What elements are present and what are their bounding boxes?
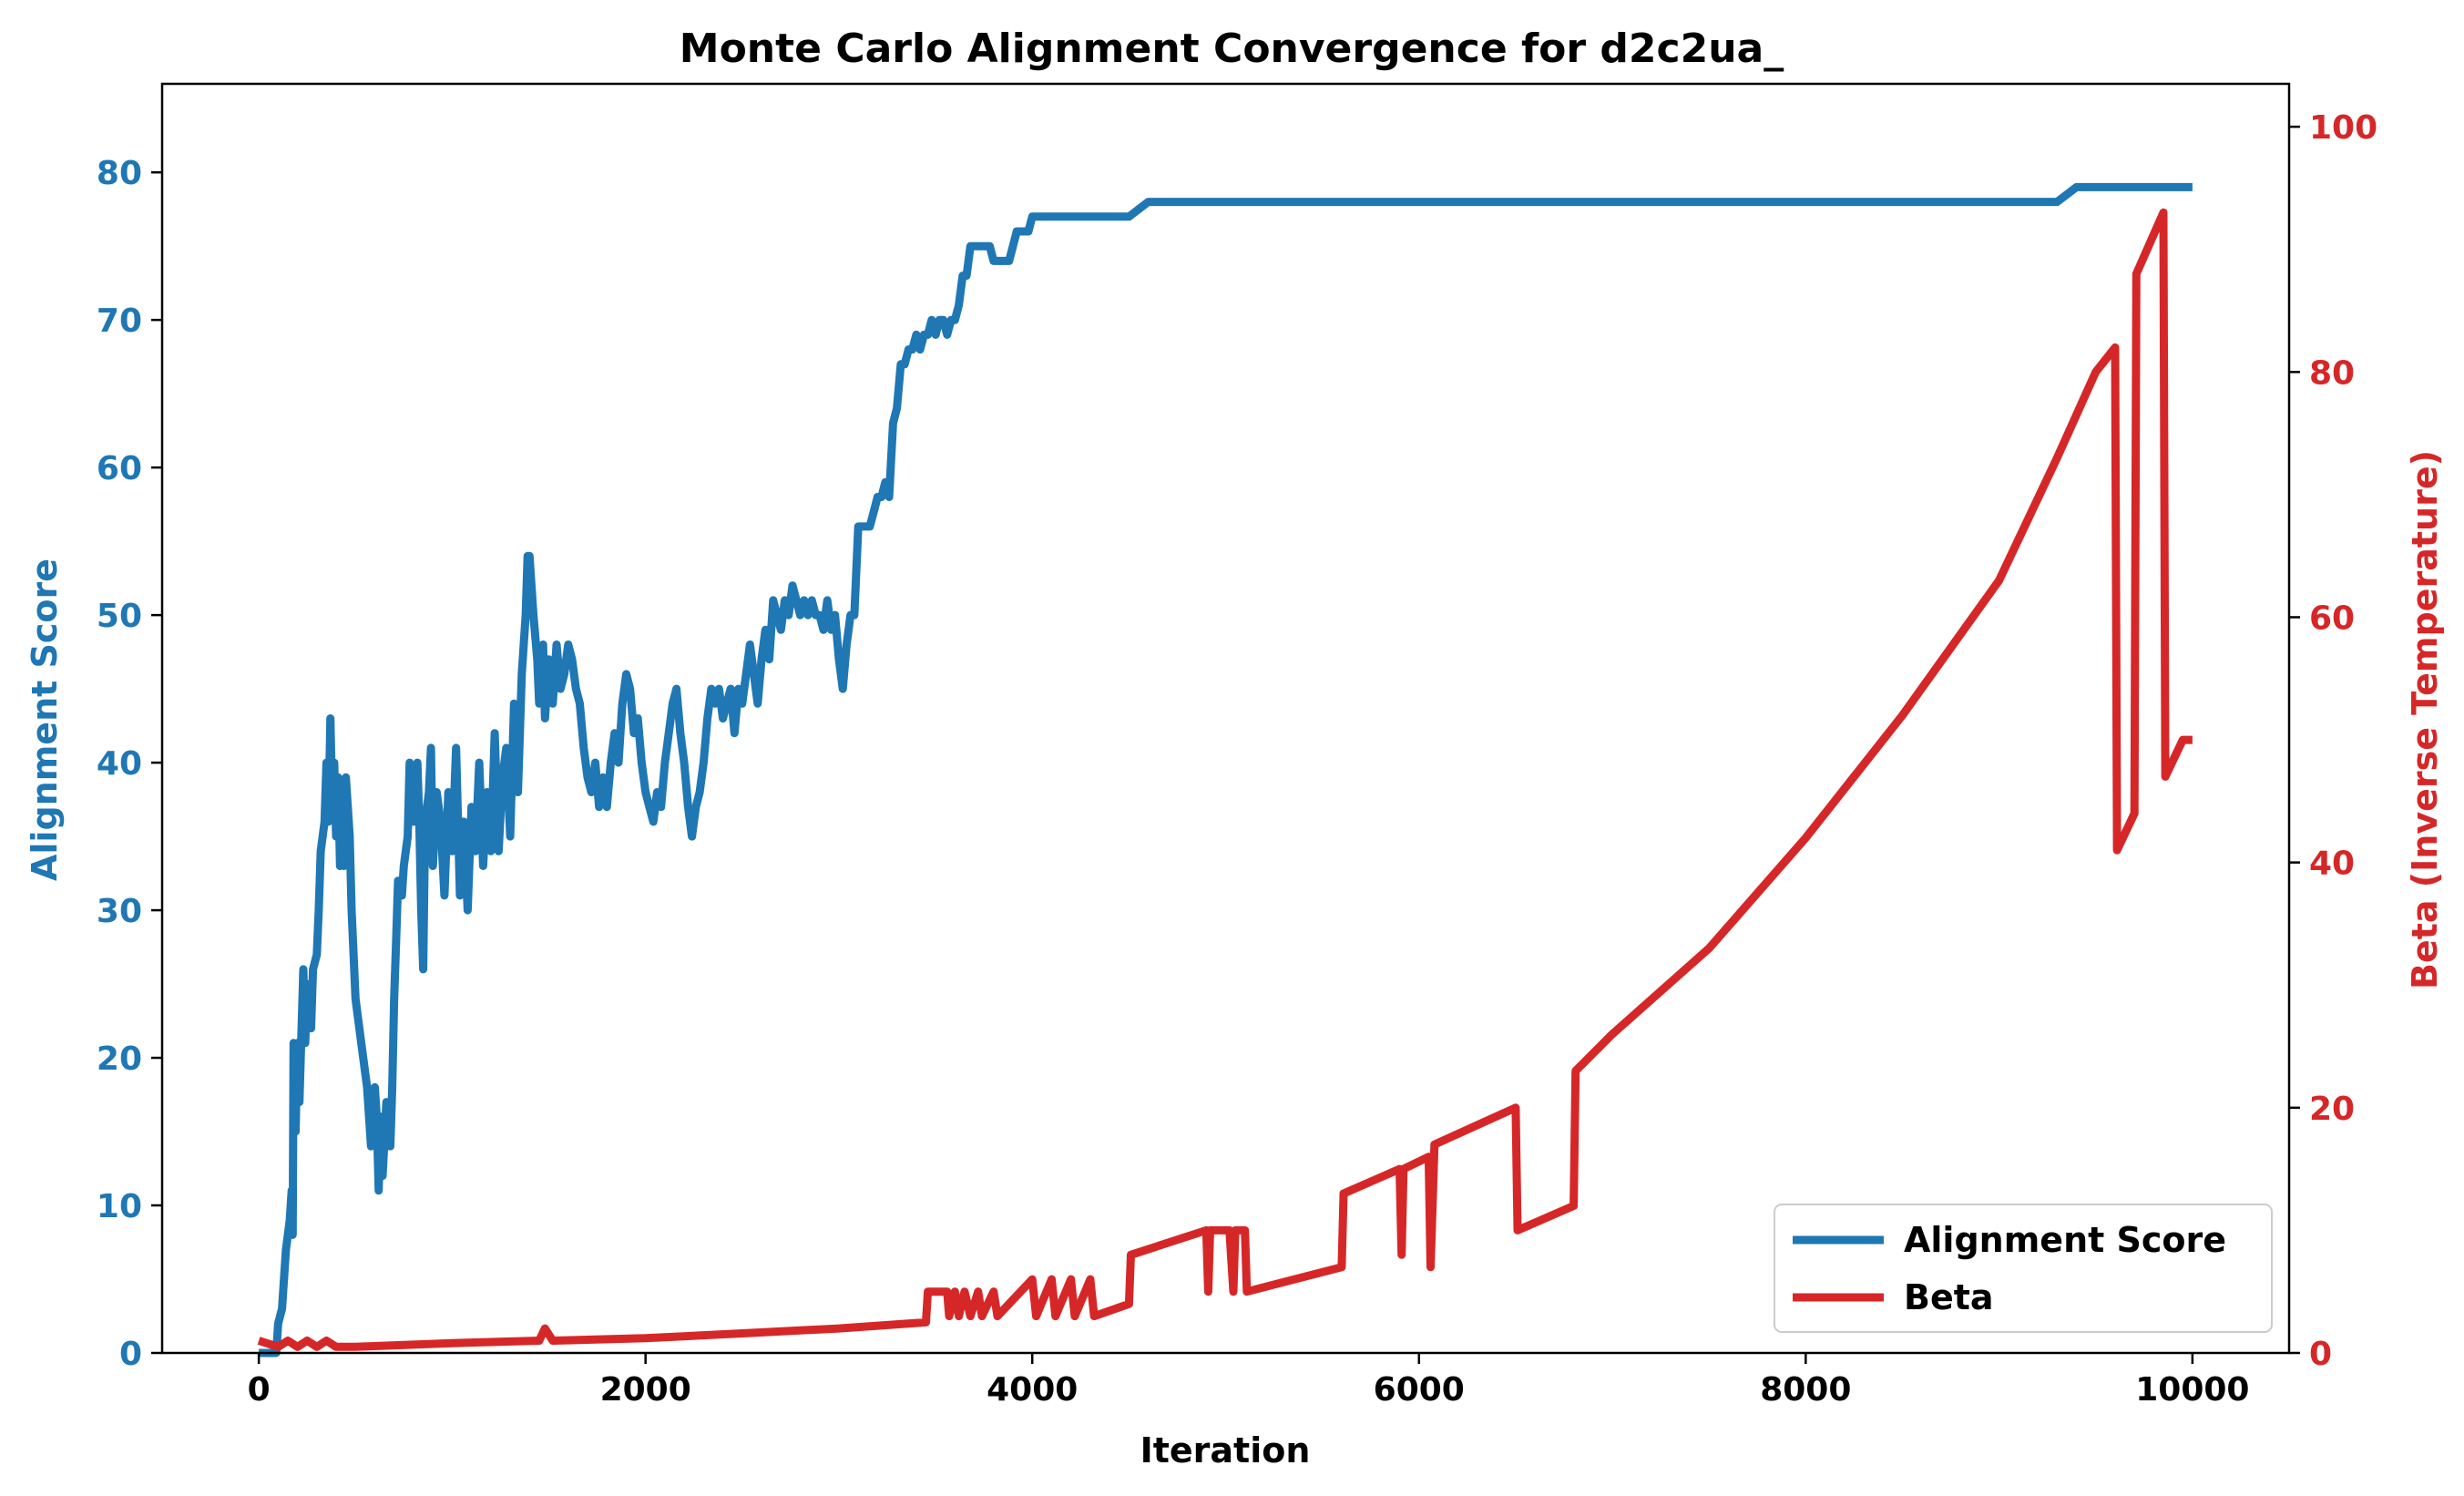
y2-tick-label: 40 bbox=[2309, 845, 2355, 883]
y-tick-label: 20 bbox=[97, 1040, 142, 1078]
y-tick-label: 10 bbox=[97, 1188, 142, 1225]
x-tick-label: 2000 bbox=[600, 1371, 691, 1409]
legend-box bbox=[1774, 1204, 2273, 1333]
y2-tick-label: 60 bbox=[2309, 599, 2355, 637]
x-tick-label: 10000 bbox=[2135, 1371, 2249, 1409]
y-axis-right: 0 20 40 60 80 100 bbox=[2289, 109, 2377, 1373]
y-tick-label: 0 bbox=[119, 1336, 142, 1373]
x-tick-label: 6000 bbox=[1374, 1371, 1465, 1409]
y2-tick-label: 20 bbox=[2309, 1091, 2355, 1128]
y-tick-label: 50 bbox=[97, 598, 142, 635]
y2-tick-label: 80 bbox=[2309, 354, 2355, 392]
y-axis-label: Alignment Score bbox=[25, 558, 65, 881]
y-tick-label: 30 bbox=[97, 893, 142, 930]
legend-label-beta: Beta bbox=[1904, 1277, 1994, 1317]
y-tick-label: 80 bbox=[97, 155, 142, 192]
y-tick-label: 40 bbox=[97, 745, 142, 783]
series-line-beta bbox=[257, 208, 2193, 1351]
series-layer bbox=[257, 182, 2193, 1358]
legend-label-score: Alignment Score bbox=[1904, 1220, 2226, 1260]
x-tick-label: 8000 bbox=[1760, 1371, 1851, 1409]
y2-axis-label: Beta (Inverse Temperature) bbox=[2405, 450, 2445, 989]
y2-tick-label: 0 bbox=[2309, 1336, 2332, 1373]
y-tick-label: 70 bbox=[97, 302, 142, 340]
chart-title: Monte Carlo Alignment Convergence for d2… bbox=[680, 26, 1784, 72]
plot-frame bbox=[160, 82, 2291, 1355]
x-tick-label: 0 bbox=[248, 1371, 271, 1409]
x-axis-label: Iteration bbox=[1140, 1430, 1311, 1470]
y-tick-label: 60 bbox=[97, 450, 142, 487]
x-tick-label: 4000 bbox=[987, 1371, 1078, 1409]
x-axis: 0 2000 4000 6000 8000 10000 bbox=[248, 1353, 2249, 1409]
y-axis-left: 0 10 20 30 40 50 60 70 80 bbox=[97, 155, 162, 1373]
series-line-alignment-score bbox=[259, 182, 2193, 1358]
legend: Alignment Score Beta bbox=[1774, 1204, 2273, 1333]
y2-tick-label: 100 bbox=[2309, 109, 2377, 147]
